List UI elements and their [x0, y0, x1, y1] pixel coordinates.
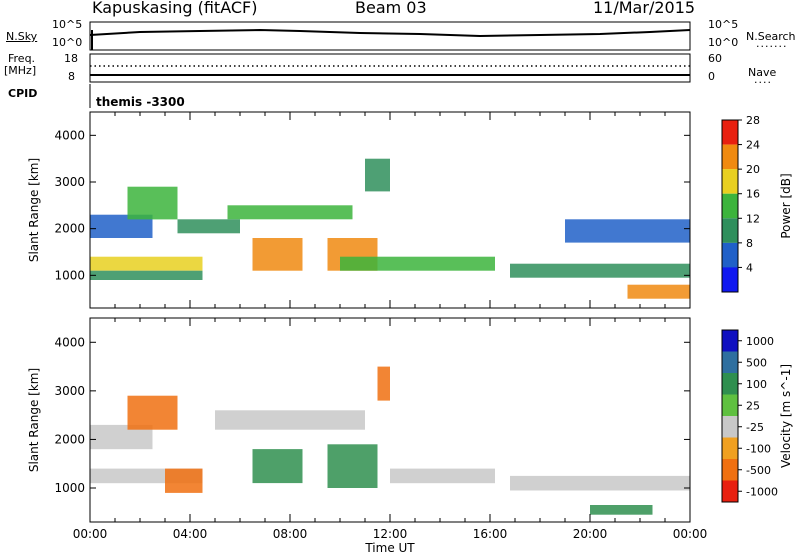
echo-region [127, 186, 178, 220]
colorbar-frame [721, 329, 739, 503]
y-tick-label: 2000 [54, 432, 85, 446]
y-axis-label: Slant Range [km] [27, 158, 41, 262]
x-tick-label: 00:00 [73, 527, 108, 541]
colorbar-segment [722, 144, 738, 170]
echo-region [510, 263, 690, 278]
colorbar-segment [722, 120, 738, 145]
nsky-panel [89, 21, 691, 51]
echo-region [252, 238, 303, 271]
nsearch-tick-top: 10^5 [708, 18, 739, 31]
colorbar-tick-label: -500 [746, 464, 771, 477]
echo-region [165, 468, 203, 493]
nave-tick-top: 60 [708, 52, 722, 65]
colorbar-segment [722, 242, 738, 268]
colorbar-tick-label: 100 [746, 378, 767, 391]
cpid-value: themis -3300 [96, 95, 185, 109]
echo-region [252, 449, 303, 484]
colorbar-label: Power [dB] [779, 173, 793, 238]
y-tick-label: 4000 [54, 128, 85, 142]
echo-region [340, 256, 495, 271]
station-title: Kapuskasing (fitACF) [92, 0, 258, 17]
nave-legend: ···· [754, 76, 772, 89]
colorbar-label: Velocity [m s^-1] [779, 364, 793, 468]
x-tick-label: 08:00 [273, 527, 308, 541]
echo-region [390, 468, 495, 484]
freq-tick-top: 18 [64, 52, 78, 65]
beam-title: Beam 03 [355, 0, 427, 17]
echo-region [377, 366, 390, 401]
echo-region [177, 219, 240, 234]
nave-tick-bottom: 0 [708, 70, 715, 83]
y-tick-label: 1000 [54, 268, 85, 282]
echo-region [127, 395, 178, 430]
colorbar-tick-label: 500 [746, 356, 767, 369]
colorbar-tick-label: 16 [746, 188, 760, 201]
nave-label: Nave [748, 66, 777, 79]
colorbar-segment [722, 351, 738, 373]
nsearch-tick-bottom: 10^0 [708, 36, 739, 49]
y-axis-label: Slant Range [km] [27, 368, 41, 472]
x-tick-label: 04:00 [173, 527, 208, 541]
colorbar-segment [722, 373, 738, 395]
cpid-label: CPID [8, 87, 38, 100]
colorbar-tick-label: -100 [746, 442, 771, 455]
nsearch-legend: ······· [756, 40, 788, 53]
colorbar-frame [721, 119, 739, 293]
colorbar-tick-label: 28 [746, 114, 760, 127]
y-tick-label: 2000 [54, 222, 85, 236]
echo-region [227, 205, 353, 220]
x-tick-label: 16:00 [473, 527, 508, 541]
date-title: 11/Mar/2015 [593, 0, 696, 17]
y-tick-label: 1000 [54, 481, 85, 495]
freq-label: Freq. [8, 52, 36, 65]
colorbar-tick-label: 4 [746, 261, 753, 274]
colorbar-segment [722, 437, 738, 459]
colorbar-tick-label: 25 [746, 399, 760, 412]
x-tick-label: 20:00 [573, 527, 608, 541]
echo-region [90, 270, 203, 280]
nsky-label: N.Sky [6, 30, 38, 43]
colorbar-tick-label: -25 [746, 421, 764, 434]
x-tick-label: 00:00 [673, 527, 708, 541]
colorbar-tick-label: -1000 [746, 485, 778, 498]
colorbar-segment [722, 394, 738, 416]
nsearch-label: N.Search [746, 30, 796, 43]
freq-tick-bottom: 8 [68, 70, 75, 83]
colorbar-segment [722, 267, 738, 292]
x-tick-label: 12:00 [373, 527, 408, 541]
echo-region [365, 158, 390, 192]
power-panel: 1000 2000 3000 4000 Slant Range [km] 4 8 12 16 20… [27, 111, 793, 309]
colorbar-segment [722, 480, 738, 502]
y-tick-label: 3000 [54, 384, 85, 398]
echo-region [590, 505, 653, 515]
colorbar-segment [722, 193, 738, 219]
colorbar-segment [722, 459, 738, 481]
echo-region [215, 410, 365, 430]
colorbar-tick-label: 12 [746, 212, 760, 225]
echo-region [510, 475, 690, 491]
y-tick-label: 4000 [54, 335, 85, 349]
echo-region [327, 444, 378, 488]
freq-panel [89, 53, 691, 83]
colorbar-tick-label: 8 [746, 237, 753, 250]
echo-region [90, 256, 203, 271]
nsky-tick-bottom: 10^0 [52, 36, 83, 49]
colorbar-segment [722, 169, 738, 194]
nsky-tick-top: 10^5 [52, 18, 83, 31]
velocity-panel: 1000 2000 3000 4000 00:00 04:00 08:00 12:00 16:0… [27, 317, 793, 554]
colorbar-tick-label: 24 [746, 139, 760, 152]
colorbar-segment [722, 218, 738, 243]
nsky-trace [89, 28, 691, 38]
echo-region [565, 219, 690, 243]
colorbar-tick-label: 20 [746, 163, 760, 176]
colorbar-tick-label: 1000 [746, 335, 774, 348]
echo-region [90, 214, 153, 238]
colorbar-segment [722, 330, 738, 352]
x-axis-label: Time UT [364, 541, 415, 554]
freq-unit-label: [MHz] [4, 64, 37, 77]
colorbar-segment [722, 416, 738, 438]
y-tick-label: 3000 [54, 175, 85, 189]
echo-region [627, 284, 690, 299]
